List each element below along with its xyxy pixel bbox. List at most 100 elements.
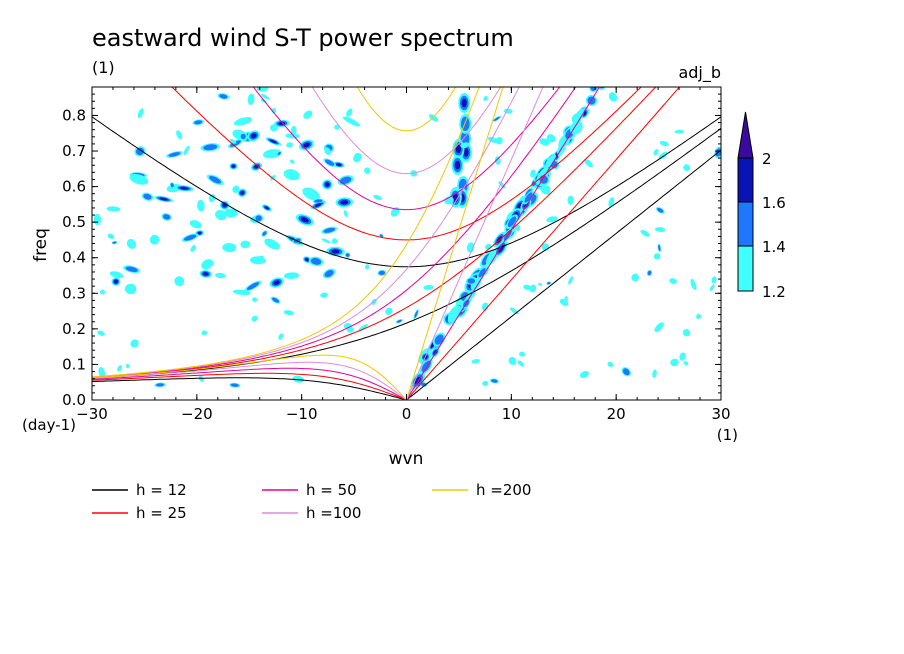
y-tick-label: 0.3 <box>62 284 86 302</box>
spectrum-blob <box>607 361 614 368</box>
spectrum-blob <box>224 208 238 218</box>
spectrum-blob <box>364 167 371 175</box>
spectrum-blob <box>170 183 174 188</box>
spectrum-blob <box>540 185 551 195</box>
y-tick-label: 0.2 <box>62 320 86 338</box>
x-tick-label: −30 <box>76 405 108 423</box>
spectrum-blob <box>324 182 330 187</box>
spectrum-blob <box>524 192 533 203</box>
spectrum-blob <box>215 210 227 221</box>
spectrum-blob <box>323 227 336 233</box>
spectrum-blob <box>471 359 480 364</box>
spectrum-blob <box>339 176 352 185</box>
spectrum-blob <box>608 197 615 208</box>
spectrum-blob <box>130 339 139 348</box>
spectrum-blob <box>254 255 264 260</box>
spectrum-blob <box>273 280 280 285</box>
spectrum-blob <box>240 133 246 140</box>
dispersion-curve <box>252 87 561 211</box>
spectrum-blob <box>493 116 500 122</box>
colorbar-arrow <box>737 111 754 159</box>
spectrum-blob <box>461 98 467 108</box>
spectrum-blob <box>545 155 555 168</box>
spectrum-blob <box>201 330 208 336</box>
colorbar-segment <box>737 157 754 203</box>
spectrum-blob <box>137 108 144 119</box>
y-tick-label: 0.8 <box>62 106 86 124</box>
spectrum-blob <box>345 253 350 257</box>
colorbar-segment <box>737 245 754 292</box>
spectrum-blob <box>315 202 322 207</box>
spectrum-blob <box>653 148 659 156</box>
spectrum-blob <box>174 276 185 287</box>
spectrum-blob <box>711 276 717 284</box>
spectrum-blob <box>690 278 697 290</box>
spectrum-blob <box>454 196 457 200</box>
spectrum-blob <box>197 199 205 212</box>
spectrum-blob <box>546 134 556 143</box>
spectrum-blob <box>696 313 701 320</box>
spectrum-blob <box>321 238 331 244</box>
legend-label: h =200 <box>476 481 531 499</box>
spectrum-blob <box>652 369 657 379</box>
spectrum-blob <box>264 238 280 250</box>
spectrum-blob <box>270 124 278 132</box>
spectrum-blob <box>290 159 295 164</box>
legend-label: h = 50 <box>306 481 357 499</box>
spectrum-blob <box>270 175 276 181</box>
spectrum-blob <box>596 65 613 83</box>
spectrum-blob <box>209 175 222 184</box>
spectrum-blob <box>112 241 117 244</box>
spectrum-blob <box>283 310 294 316</box>
spectrum-blob <box>538 282 543 287</box>
spectrum-blob <box>240 190 245 195</box>
spectrum-blob <box>373 194 383 201</box>
spectrum-blob <box>198 375 204 382</box>
spectrum-blob <box>290 125 297 136</box>
spectrum-blob <box>324 270 334 278</box>
spectrum-blob <box>682 329 691 337</box>
spectrum-blob <box>255 215 262 222</box>
spectrum-blob <box>232 185 240 193</box>
spectrum-blob <box>194 120 203 125</box>
spectrum-blob <box>494 156 501 165</box>
x-axis: −30 −20 −10 0 10 20 30 <box>76 87 731 423</box>
x-axis-unit: (1) <box>717 426 738 444</box>
spectrum-blob <box>113 279 118 284</box>
spectrum-blob <box>657 207 664 213</box>
spectrum-blob <box>208 194 216 203</box>
spectrum-blob <box>125 363 130 369</box>
spectrum-blob <box>679 352 686 361</box>
spectrum-blob <box>180 186 189 190</box>
spectrum-blob <box>507 216 517 228</box>
spectrum-blob <box>190 245 196 252</box>
spectrum-blob <box>683 361 689 366</box>
x-tick-label: −10 <box>286 405 318 423</box>
dispersion-curve <box>406 87 681 400</box>
spectrum-blob <box>569 120 583 135</box>
spectrum-blob <box>423 284 434 290</box>
spectrum-blob <box>463 147 469 157</box>
spectrum-blob <box>176 130 183 140</box>
dispersion-curve <box>356 87 457 132</box>
spectrum-blob <box>219 94 228 99</box>
spectrum-blob <box>331 238 338 244</box>
spectrum-blob <box>162 214 171 220</box>
spectrum-blob <box>340 200 349 205</box>
spectrum-blob <box>478 268 486 278</box>
spectrum-blob <box>491 379 498 383</box>
spectrum-blob <box>250 133 257 139</box>
spectrum-blob <box>466 242 475 253</box>
spectrum-blob <box>674 129 685 134</box>
dispersion-curve <box>406 87 601 400</box>
spectrum-blob <box>658 244 661 251</box>
spectrum-blob <box>481 302 489 311</box>
spectrum-blob <box>600 76 603 79</box>
spectrum-blob <box>654 322 664 332</box>
spectrum-blob <box>117 365 123 372</box>
spectrum-blob <box>334 124 340 130</box>
spectrum-blob <box>482 380 489 386</box>
spectrum-blob <box>343 210 348 218</box>
spectrum-blob <box>574 109 585 121</box>
spectrum-blob <box>640 229 650 237</box>
